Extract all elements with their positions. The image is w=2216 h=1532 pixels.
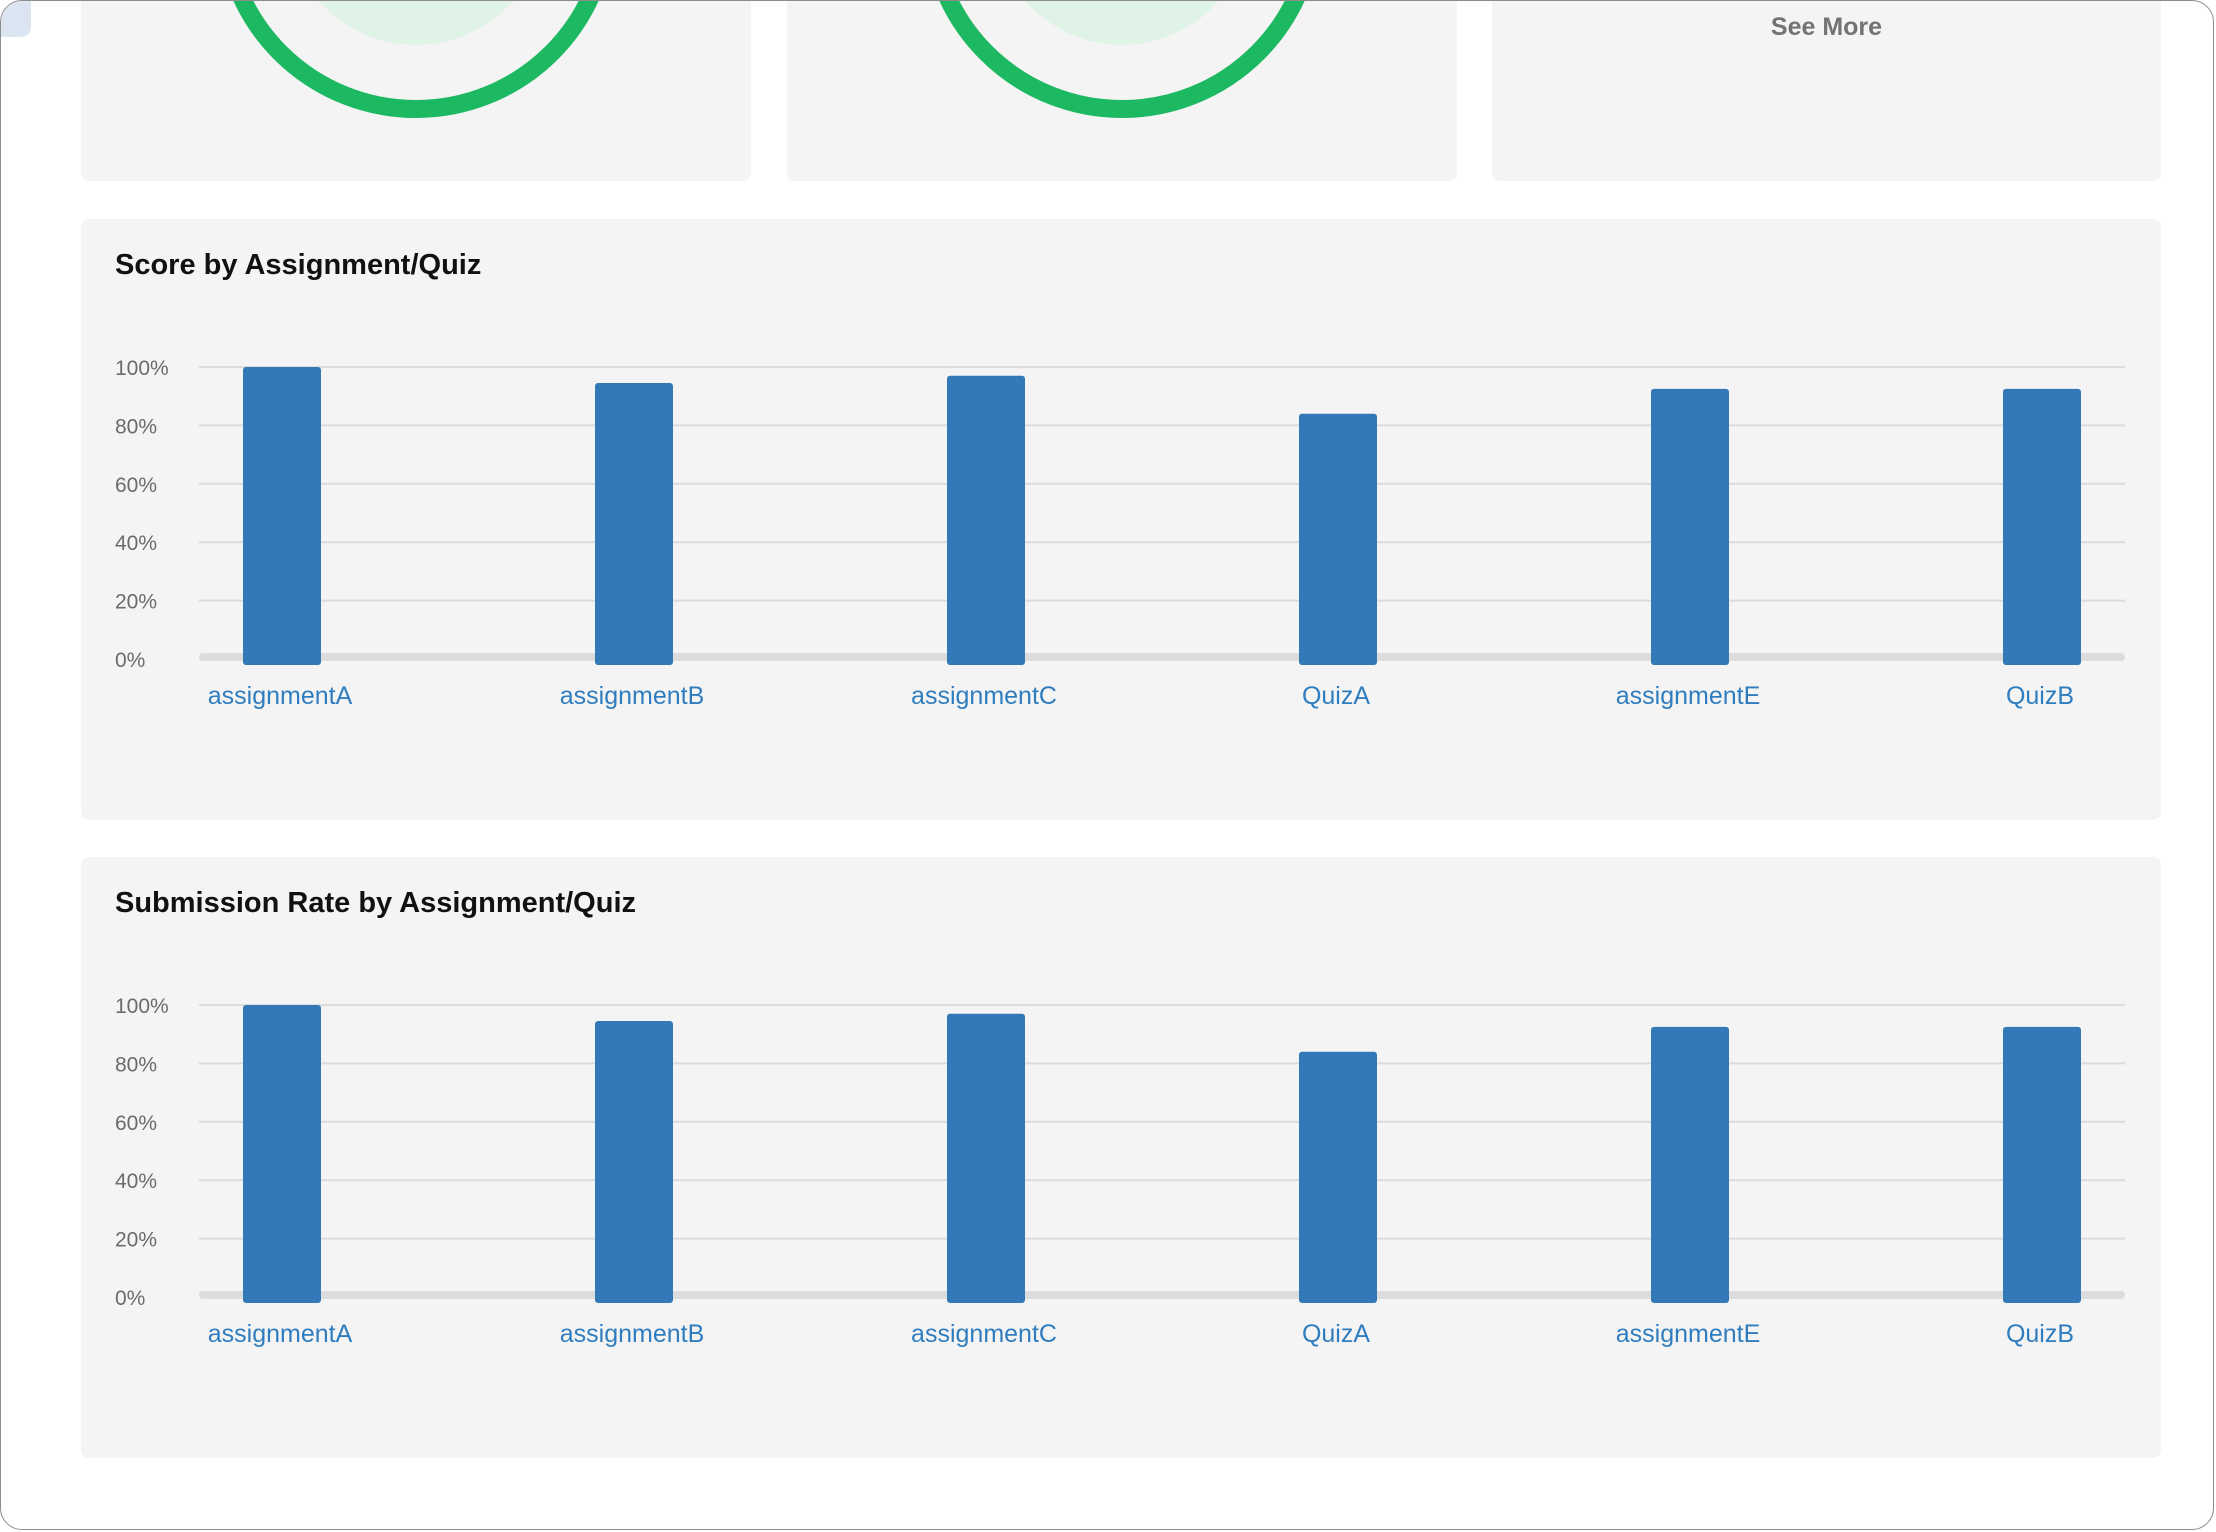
corner-tab bbox=[1, 1, 31, 37]
x-tick-label[interactable]: assignmentC bbox=[911, 682, 1057, 710]
submission-bar-chart: 0% 20% 40% 60% 80% 100% assignmentA assignmentB… bbox=[115, 995, 2125, 1348]
bar-assignmentB bbox=[595, 1021, 673, 1303]
y-tick-label: 0% bbox=[115, 649, 145, 672]
x-axis-baseline bbox=[199, 1291, 2125, 1299]
progress-ring-icon bbox=[939, 1, 1305, 118]
summary-card-2 bbox=[787, 1, 1457, 181]
x-tick-label[interactable]: assignmentA bbox=[208, 682, 353, 710]
x-tick-label[interactable]: QuizA bbox=[1302, 682, 1370, 710]
score-bar-chart: 0% 20% 40% 60% 80% 100% assignmentA assignmentB… bbox=[115, 357, 2125, 710]
x-tick-label[interactable]: assignmentB bbox=[560, 682, 705, 710]
x-tick-label[interactable]: assignmentB bbox=[560, 1320, 705, 1348]
bar-assignmentC bbox=[947, 375, 1025, 665]
x-axis-baseline bbox=[199, 653, 2125, 661]
bar-assignmentB bbox=[595, 383, 673, 665]
y-tick-label: 100% bbox=[115, 357, 169, 380]
y-tick-label: 20% bbox=[115, 1229, 157, 1252]
bar-QuizB bbox=[2003, 1026, 2081, 1303]
summary-card-1 bbox=[81, 1, 751, 181]
x-tick-label[interactable]: assignmentC bbox=[911, 1320, 1057, 1348]
y-tick-label: 60% bbox=[115, 1112, 157, 1135]
score-chart-title: Score by Assignment/Quiz bbox=[115, 249, 482, 281]
y-tick-label: 20% bbox=[115, 591, 157, 614]
see-more-link[interactable]: See More bbox=[1770, 13, 1883, 41]
bar-assignmentE bbox=[1651, 1026, 1729, 1303]
submission-chart-card: Submission Rate by Assignment/Quiz 0% 20%… bbox=[81, 857, 2161, 1458]
submission-chart-title: Submission Rate by Assignment/Quiz bbox=[115, 887, 637, 919]
bar-assignmentA bbox=[243, 367, 321, 665]
bar-QuizA bbox=[1299, 413, 1377, 665]
bar-assignmentE bbox=[1651, 388, 1729, 665]
score-chart-card: Score by Assignment/Quiz 0% 20% 40% 60% 80% 1… bbox=[81, 219, 2161, 820]
bar-assignmentA bbox=[243, 1005, 321, 1303]
x-tick-label[interactable]: QuizB bbox=[2006, 682, 2074, 710]
y-tick-label: 40% bbox=[115, 532, 157, 555]
x-tick-label[interactable]: assignmentE bbox=[1616, 682, 1761, 710]
bar-QuizB bbox=[2003, 388, 2081, 665]
summary-card-3: See More bbox=[1492, 1, 2161, 181]
y-tick-label: 0% bbox=[115, 1287, 145, 1310]
x-tick-label[interactable]: assignmentE bbox=[1616, 1320, 1761, 1348]
y-tick-label: 60% bbox=[115, 474, 157, 497]
y-tick-label: 80% bbox=[115, 415, 157, 438]
bar-assignmentC bbox=[947, 1013, 1025, 1303]
y-tick-label: 80% bbox=[115, 1053, 157, 1076]
x-tick-label[interactable]: QuizB bbox=[2006, 1320, 2074, 1348]
progress-ring-icon bbox=[233, 1, 599, 118]
bar-QuizA bbox=[1299, 1051, 1377, 1303]
y-tick-label: 40% bbox=[115, 1170, 157, 1193]
x-tick-label[interactable]: QuizA bbox=[1302, 1320, 1370, 1348]
y-tick-label: 100% bbox=[115, 995, 169, 1018]
x-tick-label[interactable]: assignmentA bbox=[208, 1320, 353, 1348]
